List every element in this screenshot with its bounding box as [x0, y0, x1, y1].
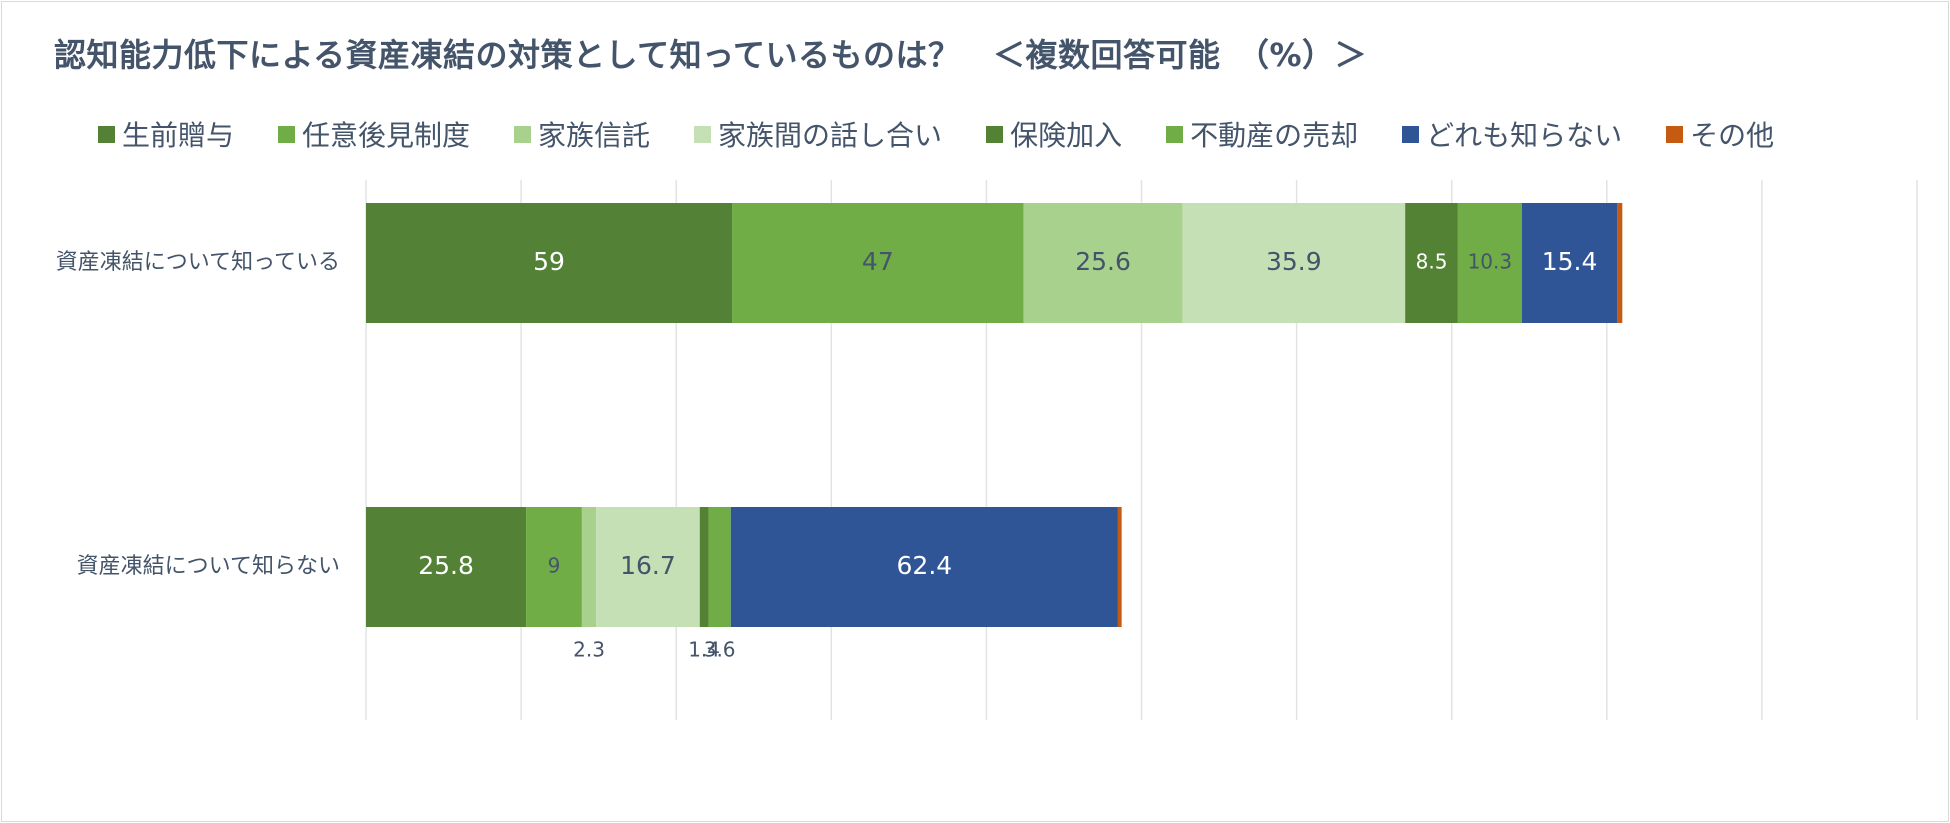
- bar-segment: [366, 203, 733, 323]
- bar-segment: [1023, 203, 1183, 323]
- data-label: 1.4: [688, 638, 720, 662]
- data-label: 47: [862, 247, 894, 276]
- data-label: 9: [548, 554, 561, 578]
- bar-segment: [732, 203, 1024, 323]
- bar-segment: [708, 507, 731, 627]
- data-label: 35.9: [1266, 247, 1322, 276]
- category-label: 資産凍結について知らない: [77, 554, 340, 579]
- legend-swatch: [1666, 125, 1684, 143]
- data-label: 25.6: [1075, 247, 1131, 276]
- legend-item: 保険加入: [986, 114, 1122, 154]
- legend-label: 保険加入: [1010, 119, 1123, 152]
- data-label: 8.5: [1416, 250, 1448, 274]
- legend-swatch: [1166, 125, 1184, 143]
- bar-segment: [730, 507, 1118, 627]
- bar-segment: [1117, 507, 1122, 627]
- data-label: 10.3: [1468, 250, 1513, 274]
- bar-segment: [1521, 203, 1618, 323]
- bar-segment: [1405, 203, 1458, 323]
- legend-label: 不動産の売却: [1190, 119, 1359, 152]
- legend-label: 生前贈与: [122, 119, 235, 152]
- legend-item: 家族間の話し合い: [694, 114, 942, 154]
- legend-item: 任意後見制度: [278, 114, 470, 154]
- legend: 生前贈与 任意後見制度 家族信託 家族間の話し合い 保険加入 不動産の売却 どれも知らない そ…: [98, 114, 1774, 154]
- legend-label: 家族信託: [538, 119, 651, 152]
- bar-segment: [366, 507, 527, 627]
- bar-segment: [1182, 203, 1406, 323]
- bar-segment: [581, 507, 597, 627]
- legend-swatch: [694, 125, 712, 143]
- legend-item: その他: [1666, 114, 1774, 154]
- legend-item: 家族信託: [514, 114, 650, 154]
- data-label: 3.6: [704, 638, 736, 662]
- legend-label: 任意後見制度: [302, 119, 471, 152]
- data-label: 62.4: [897, 551, 953, 580]
- legend-label: その他: [1690, 119, 1775, 152]
- legend-swatch: [1402, 125, 1420, 143]
- legend-item: 不動産の売却: [1166, 114, 1358, 154]
- legend-label: どれも知らない: [1426, 119, 1623, 152]
- data-label: 25.8: [418, 551, 474, 580]
- legend-item: 生前贈与: [98, 114, 234, 154]
- chart-title: 認知能力低下による資産凍結の対策として知っているものは？ ＜複数回答可能 （%）…: [54, 36, 1368, 74]
- bar-segment: [1617, 203, 1623, 323]
- legend-swatch: [278, 125, 296, 143]
- bar-segment: [699, 507, 709, 627]
- legend-swatch: [986, 125, 1004, 143]
- data-label: 16.7: [620, 551, 676, 580]
- legend-item: どれも知らない: [1402, 114, 1622, 154]
- data-label: 59: [533, 247, 565, 276]
- legend-swatch: [98, 125, 115, 143]
- data-label: 2.3: [573, 638, 605, 662]
- category-label: 資産凍結について知っている: [56, 250, 340, 275]
- bar-segment: [526, 507, 582, 627]
- bar-segment: [1457, 203, 1522, 323]
- legend-swatch: [514, 125, 532, 143]
- data-label: 15.4: [1542, 247, 1598, 276]
- legend-label: 家族間の話し合い: [718, 119, 943, 152]
- bar-segment: [596, 507, 700, 627]
